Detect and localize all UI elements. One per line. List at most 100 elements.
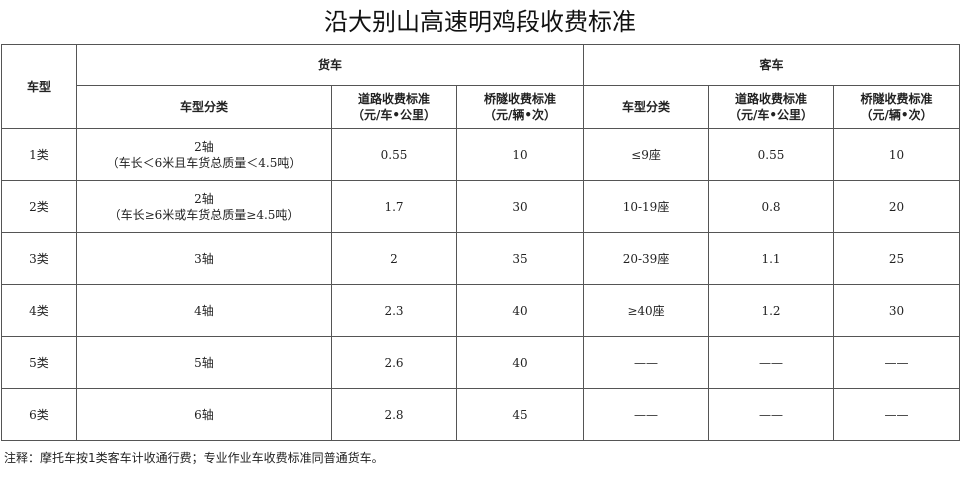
truck-road-fee-cell: 2.3 <box>331 284 457 337</box>
truck-bridge-fee-cell-text: 35 <box>512 251 528 266</box>
bus-road-fee-cell: 1.1 <box>708 232 835 285</box>
header-truck: 货车 <box>75 44 585 86</box>
truck-class-cell-text: 3轴 <box>194 251 214 266</box>
bus-road-fee-cell-text: —— <box>759 407 784 422</box>
bus-class-cell: —— <box>583 336 710 389</box>
table-row: 6类 6轴 2.8 45 —— —— —— <box>1 388 960 441</box>
bus-road-fee-cell-text: 0.8 <box>761 199 781 214</box>
footnote: 注释：摩托车按1类客车计收通行费；专业作业车收费标准同普通货车。 <box>4 451 384 465</box>
truck-class-cell-text: 2轴 <box>194 139 214 154</box>
bus-road-fee-cell-text: 1.2 <box>761 303 781 318</box>
header-vehicle-type: 车型 <box>1 44 77 129</box>
truck-bridge-fee-cell-text: 30 <box>512 199 528 214</box>
truck-road-fee-cell-text: 2 <box>390 251 398 266</box>
bus-class-cell-text: 10-19座 <box>622 199 670 214</box>
truck-road-fee-cell-text: 0.55 <box>380 147 408 162</box>
truck-bridge-fee-cell-text: 40 <box>512 303 528 318</box>
bus-bridge-fee-cell-text: —— <box>884 407 909 422</box>
vehicle-type-cell-text: 5类 <box>29 355 49 370</box>
truck-bridge-fee-cell-text: 40 <box>512 355 528 370</box>
bus-bridge-fee-cell: —— <box>833 388 960 441</box>
bus-road-fee-cell: —— <box>708 388 835 441</box>
truck-class-note: （车长＜6米且车货总质量＜4.5吨） <box>106 155 302 170</box>
vehicle-type-cell-text: 1类 <box>29 147 49 162</box>
truck-bridge-fee-cell: 35 <box>455 232 585 285</box>
truck-road-fee-cell-text: 2.3 <box>384 303 404 318</box>
table-row: 2类 2轴 （车长≥6米或车货总质量≥4.5吨） 1.7 30 10-19座 0.8 20 <box>1 180 960 233</box>
vehicle-type-cell-text: 4类 <box>29 303 49 318</box>
vehicle-type-cell: 4类 <box>1 284 77 337</box>
vehicle-type-cell-text: 6类 <box>29 407 49 422</box>
truck-class-cell: 6轴 <box>76 388 332 441</box>
bus-bridge-fee-cell: 10 <box>833 128 960 181</box>
bus-class-cell: ≥40座 <box>583 284 710 337</box>
truck-bridge-fee-cell: 10 <box>455 128 585 181</box>
truck-col-header: 道路收费标准 （元/车•公里） <box>331 85 457 129</box>
bus-col-header: 桥隧收费标准 （元/辆•次） <box>833 85 960 129</box>
bus-col-header: 道路收费标准 （元/车•公里） <box>708 85 835 129</box>
bus-class-cell-text: —— <box>634 355 659 370</box>
truck-class-cell-text: 6轴 <box>194 407 214 422</box>
vehicle-type-cell: 5类 <box>1 336 77 389</box>
bus-bridge-fee-cell-text: —— <box>884 355 909 370</box>
bus-class-cell-text: —— <box>634 407 659 422</box>
vehicle-type-cell-text: 3类 <box>29 251 49 266</box>
vehicle-type-cell: 1类 <box>1 128 77 181</box>
truck-class-cell: 2轴 （车长≥6米或车货总质量≥4.5吨） <box>76 180 332 233</box>
truck-bridge-fee-cell: 30 <box>455 180 585 233</box>
truck-col-header: 车型分类 <box>76 85 332 129</box>
truck-class-cell: 5轴 <box>76 336 332 389</box>
bus-bridge-fee-cell-text: 25 <box>888 251 905 266</box>
bus-bridge-fee-cell-text: 20 <box>888 199 905 214</box>
bus-bridge-fee-cell: 25 <box>833 232 960 285</box>
bus-col-header: 车型分类 <box>583 85 710 129</box>
bus-class-cell: ≤9座 <box>583 128 710 181</box>
truck-road-fee-cell-text: 2.8 <box>384 407 404 422</box>
truck-road-fee-cell: 0.55 <box>331 128 457 181</box>
truck-class-cell: 3轴 <box>76 232 332 285</box>
bus-class-cell-text: ≤9座 <box>631 147 661 162</box>
bus-bridge-fee-cell: 20 <box>833 180 960 233</box>
bus-bridge-fee-cell: —— <box>833 336 960 389</box>
bus-road-fee-cell: 0.8 <box>708 180 835 233</box>
toll-table: 车型 货车 客车 车型分类 道路收费标准 （元/车•公里） 桥隧收费标准 （元/辆•次）… <box>1 44 960 441</box>
truck-class-cell-text: 5轴 <box>194 355 214 370</box>
truck-road-fee-cell: 2.8 <box>331 388 457 441</box>
bus-bridge-fee-cell-text: 10 <box>888 147 905 162</box>
bus-road-fee-cell-text: —— <box>759 355 784 370</box>
bus-bridge-fee-cell-text: 30 <box>888 303 905 318</box>
vehicle-type-cell: 3类 <box>1 232 77 285</box>
truck-class-cell-text: 4轴 <box>194 303 214 318</box>
truck-class-note: （车长≥6米或车货总质量≥4.5吨） <box>108 207 300 222</box>
truck-class-cell-text: 2轴 <box>194 191 214 206</box>
truck-road-fee-cell: 2.6 <box>331 336 457 389</box>
truck-bridge-fee-cell-text: 45 <box>512 407 528 422</box>
bus-road-fee-cell-text: 0.55 <box>757 147 785 162</box>
truck-class-cell: 2轴 （车长＜6米且车货总质量＜4.5吨） <box>76 128 332 181</box>
table-row: 3类 3轴 2 35 20-39座 1.1 25 <box>1 232 960 285</box>
vehicle-type-cell-text: 2类 <box>29 199 49 214</box>
truck-bridge-fee-cell: 40 <box>455 284 585 337</box>
bus-class-cell-text: 20-39座 <box>622 251 670 266</box>
truck-bridge-fee-cell-text: 10 <box>512 147 528 162</box>
truck-class-cell: 4轴 <box>76 284 332 337</box>
header-bus: 客车 <box>583 44 960 86</box>
bus-class-cell: —— <box>583 388 710 441</box>
table-row: 5类 5轴 2.6 40 —— —— —— <box>1 336 960 389</box>
truck-road-fee-cell: 1.7 <box>331 180 457 233</box>
table-row: 1类 2轴 （车长＜6米且车货总质量＜4.5吨） 0.55 10 ≤9座 0.55 10 <box>1 128 960 181</box>
truck-road-fee-cell-text: 2.6 <box>384 355 404 370</box>
bus-class-cell: 20-39座 <box>583 232 710 285</box>
truck-bridge-fee-cell: 45 <box>455 388 585 441</box>
truck-road-fee-cell: 2 <box>331 232 457 285</box>
bus-road-fee-cell: 0.55 <box>708 128 835 181</box>
vehicle-type-cell: 2类 <box>1 180 77 233</box>
bus-bridge-fee-cell: 30 <box>833 284 960 337</box>
page-title: 沿大别山高速明鸡段收费标准 <box>324 8 636 36</box>
bus-road-fee-cell: —— <box>708 336 835 389</box>
vehicle-type-cell: 6类 <box>1 388 77 441</box>
table-row: 4类 4轴 2.3 40 ≥40座 1.2 30 <box>1 284 960 337</box>
bus-road-fee-cell: 1.2 <box>708 284 835 337</box>
truck-road-fee-cell-text: 1.7 <box>384 199 404 214</box>
bus-class-cell-text: ≥40座 <box>627 303 665 318</box>
